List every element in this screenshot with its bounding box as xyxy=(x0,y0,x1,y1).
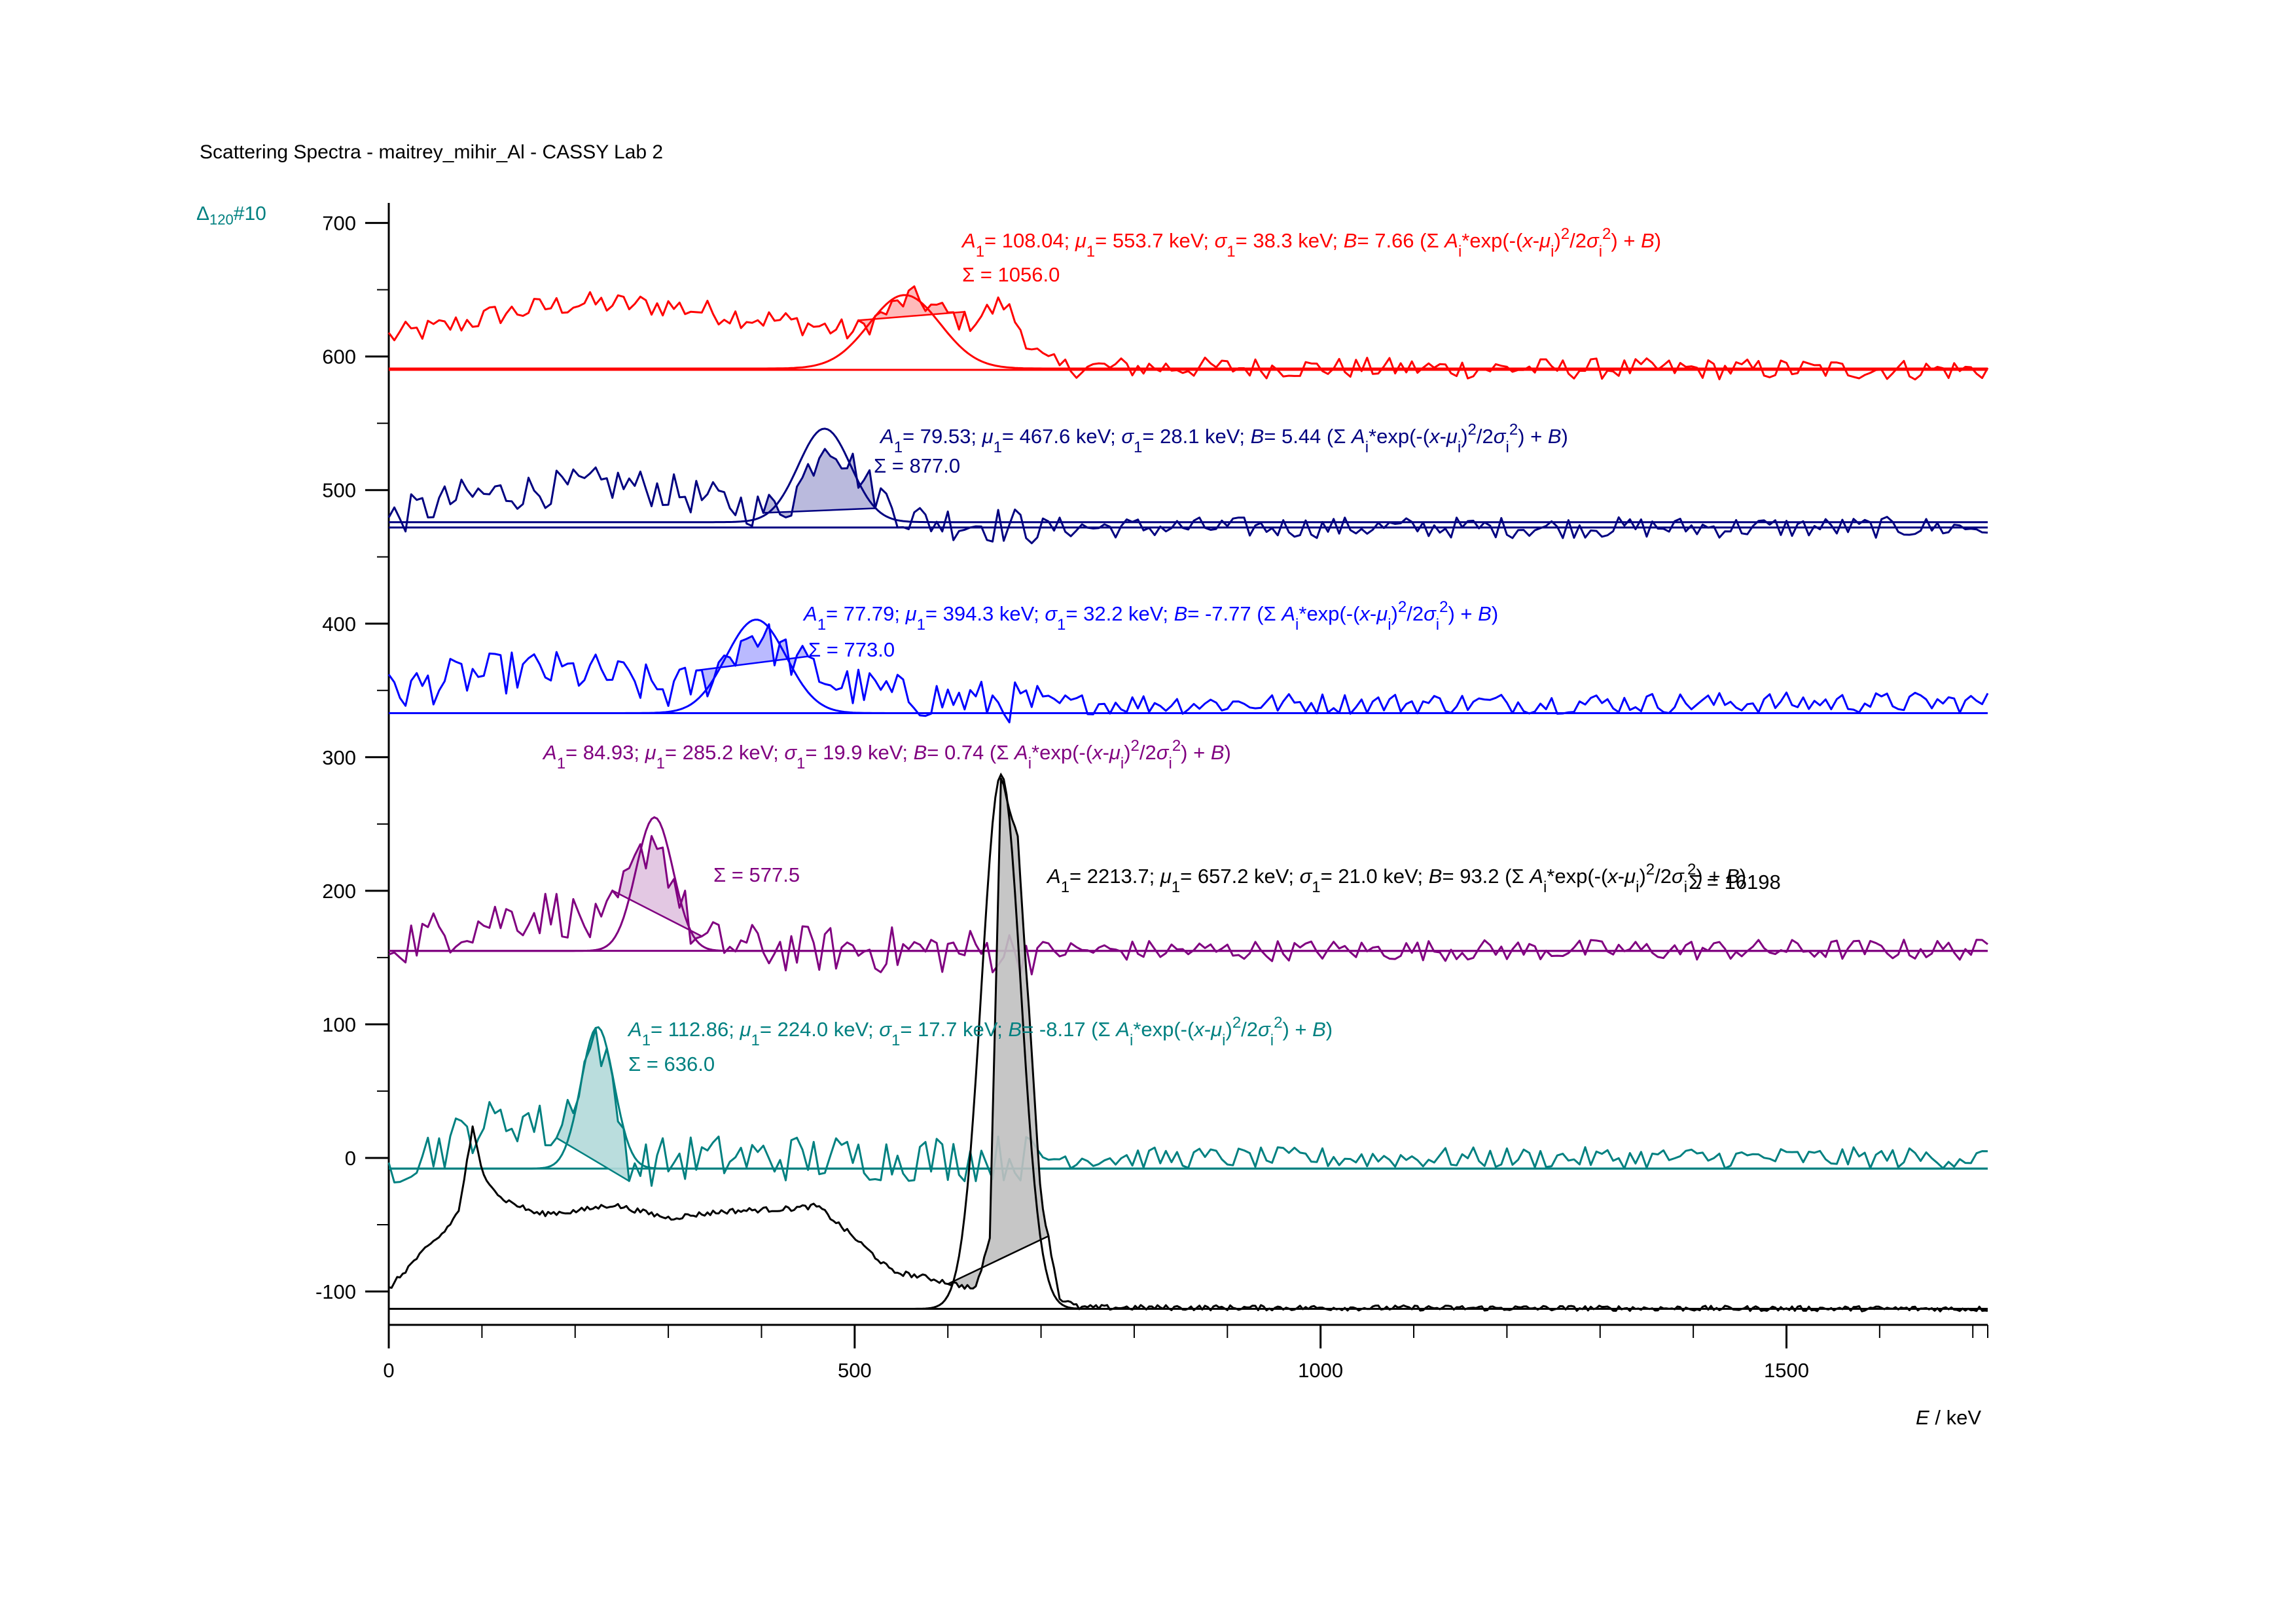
fit-annotation: A1= 77.79; μ1= 394.3 keV; σ1= 32.2 keV; … xyxy=(802,598,1498,634)
y-tick-label: 500 xyxy=(322,479,356,502)
peak-area xyxy=(556,1028,630,1182)
peak-area-chord xyxy=(612,890,702,937)
chart-title: Scattering Spectra - maitrey_mihir_Al - … xyxy=(200,141,664,163)
corner-label: Δ120#10 xyxy=(196,203,266,228)
series-line xyxy=(387,448,1988,545)
fit-curve xyxy=(389,772,1988,1310)
series-line xyxy=(388,835,1988,976)
fit-annotation: A1= 84.93; μ1= 285.2 keV; σ1= 19.9 keV; … xyxy=(542,737,1231,772)
fit-curve xyxy=(389,294,1988,370)
corner-symbol: Δ xyxy=(196,203,210,225)
series-3 xyxy=(388,816,1988,976)
fit-curve xyxy=(389,1026,1988,1170)
series-line xyxy=(387,623,1989,724)
sum-annotation: Σ = 877.0 xyxy=(874,454,960,477)
peak-area xyxy=(858,286,965,335)
sum-annotation: Σ = 1056.0 xyxy=(962,263,1060,286)
series-1 xyxy=(387,427,1988,545)
y-tick-label: 200 xyxy=(322,880,356,903)
fit-annotation: A1= 79.53; μ1= 467.6 keV; σ1= 28.1 keV; … xyxy=(879,421,1568,456)
peak-area xyxy=(948,778,1049,1289)
corner-suffix: #10 xyxy=(233,203,266,225)
series-5 xyxy=(388,772,1988,1312)
peak-area-chord xyxy=(763,507,876,514)
series-0 xyxy=(387,285,1989,381)
fit-annotation: A1= 2213.7; μ1= 657.2 keV; σ1= 21.0 keV;… xyxy=(1046,861,1746,896)
fit-curve xyxy=(389,816,1988,952)
y-tick-label: 300 xyxy=(322,746,356,769)
x-tick-label: 0 xyxy=(383,1359,394,1382)
series-line xyxy=(387,285,1989,381)
peak-area-chord xyxy=(556,1137,630,1182)
y-tick-label: 100 xyxy=(322,1013,356,1036)
series-4 xyxy=(387,1026,1988,1187)
sum-annotation: Σ = 773.0 xyxy=(808,638,895,661)
y-tick-label: -100 xyxy=(315,1280,356,1303)
sum-annotation: Σ = 577.5 xyxy=(713,863,800,886)
x-tick-label: 1500 xyxy=(1764,1359,1809,1382)
x-tick-label: 500 xyxy=(838,1359,872,1382)
series-line xyxy=(388,777,1988,1312)
y-tick-label: 0 xyxy=(345,1147,356,1170)
series-group xyxy=(387,285,1989,1312)
fit-curve xyxy=(389,427,1988,524)
peak-area-chord xyxy=(858,311,965,321)
annotations-group: A1= 108.04; μ1= 553.7 keV; σ1= 38.3 keV;… xyxy=(542,225,1781,1076)
corner-subscript: 120 xyxy=(209,211,234,228)
fit-annotation: A1= 112.86; μ1= 224.0 keV; σ1= 17.7 keV;… xyxy=(627,1014,1333,1049)
sum-annotation: Σ = 636.0 xyxy=(628,1053,715,1075)
peak-area xyxy=(763,448,876,518)
y-tick-label: 600 xyxy=(322,346,356,369)
peak-area xyxy=(612,836,702,944)
y-tick-label: 700 xyxy=(322,212,356,235)
fit-annotation: A1= 108.04; μ1= 553.7 keV; σ1= 38.3 keV;… xyxy=(961,225,1661,261)
sum-annotation: Σ = 16198 xyxy=(1689,871,1781,893)
axes: -100 0 100 200 300 400 500 600 700 0 500 1000 1500 E … xyxy=(315,203,1988,1429)
peak-area-chord xyxy=(947,1235,1049,1285)
x-tick-label: 1000 xyxy=(1298,1359,1343,1382)
x-axis-label: E / keV xyxy=(1916,1406,1981,1429)
y-tick-label: 400 xyxy=(322,613,356,636)
peak-area xyxy=(696,624,808,696)
fit-curve xyxy=(389,619,1988,714)
series-2 xyxy=(387,619,1989,724)
